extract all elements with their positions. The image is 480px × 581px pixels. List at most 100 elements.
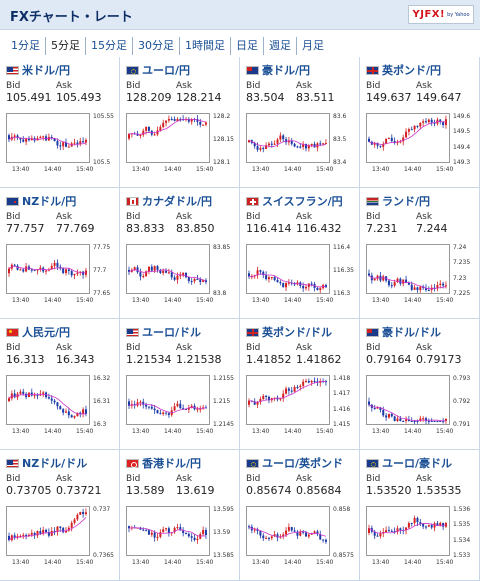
tab-timeframe[interactable]: 1時間足	[180, 37, 231, 55]
pair-link[interactable]: 英ポンド/円	[366, 62, 441, 78]
pair-link[interactable]: ユーロ/英ポンド	[246, 455, 343, 471]
candlestick-chart[interactable]: 77.75 77.7 77.65 13:40 14:40 15:40	[4, 242, 117, 310]
candlestick-chart[interactable]: 83.6 83.5 83.4 13:40 14:40 15:40	[244, 111, 357, 179]
rate-card[interactable]: ランド/円 Bid Ask 7.231 7.244 7.24 7.235 7.23 7…	[360, 188, 480, 319]
candlestick-chart[interactable]: 0.858 0.8575 13:40 14:40 15:40	[244, 504, 357, 572]
tab-timeframe[interactable]: 30分足	[133, 37, 180, 55]
x-tick-label: 13:40	[252, 428, 270, 435]
pair-link[interactable]: ユーロ/豪ドル	[366, 455, 452, 471]
y-tick-label: 116.4	[333, 244, 351, 251]
candle-body	[182, 272, 185, 276]
tab-timeframe[interactable]: 月足	[302, 39, 324, 52]
candle-body	[53, 400, 56, 403]
pair-link[interactable]: スイスフラン/円	[246, 193, 343, 209]
pair-link[interactable]: ユーロ/円	[126, 62, 190, 78]
candle-body	[368, 138, 370, 142]
candle-body	[376, 142, 379, 146]
candlestick-chart[interactable]: 105.55 105.5 13:40 14:40 15:40	[4, 111, 117, 179]
rate-card[interactable]: カナダドル/円 Bid Ask 83.833 83.850 83.85 83.8 1…	[120, 188, 240, 319]
pair-link[interactable]: 豪ドル/ドル	[366, 324, 441, 340]
rate-card[interactable]: スイスフラン/円 Bid Ask 116.414 116.432 116.4 11…	[240, 188, 360, 319]
rate-card[interactable]: 英ポンド/円 Bid Ask 149.637 149.647 149.6 149.…	[360, 57, 480, 188]
candle-body	[419, 122, 422, 127]
yjfx-logo[interactable]: YJFX! by Yahoo	[408, 5, 474, 24]
y-tick-label: 1.2145	[213, 421, 234, 428]
candle-body	[142, 276, 145, 278]
candle-body	[19, 137, 22, 140]
candle-body	[387, 413, 390, 418]
moving-average-line	[128, 527, 206, 537]
pair-link[interactable]: ランド/円	[366, 193, 430, 209]
tab-timeframe[interactable]: 5分足	[46, 37, 86, 55]
candle-body	[153, 266, 156, 271]
moving-average-line	[248, 381, 326, 403]
rate-card[interactable]: 豪ドル/ドル Bid Ask 0.79164 0.79173 0.793 0.79…	[360, 319, 480, 450]
tab-timeframe[interactable]: 日足	[231, 37, 264, 55]
candle-body	[156, 266, 159, 270]
candle-body	[147, 530, 150, 535]
candle-body	[199, 408, 202, 410]
candlestick-chart[interactable]: 1.2155 1.215 1.2145 13:40 14:40 15:40	[124, 373, 237, 441]
rate-card[interactable]: NZドル/ドル Bid Ask 0.73705 0.73721 0.737 0.7…	[0, 450, 120, 581]
candle-body	[25, 534, 28, 536]
candles-svg	[128, 264, 207, 286]
pair-link[interactable]: NZドル/ドル	[6, 455, 87, 471]
rate-card[interactable]: NZドル/円 Bid Ask 77.757 77.769 77.75 77.7 77…	[0, 188, 120, 319]
x-tick-label: 13:40	[12, 297, 30, 304]
candlestick-chart[interactable]: 0.737 0.7365 13:40 14:40 15:40	[4, 504, 117, 572]
rate-card[interactable]: ユーロ/英ポンド Bid Ask 0.85674 0.85684 0.858 0.…	[240, 450, 360, 581]
tab-timeframe[interactable]: 1分足	[6, 37, 46, 55]
pair-link[interactable]: 米ドル/円	[6, 62, 70, 78]
y-tick-label: 77.75	[93, 244, 111, 251]
pair-link[interactable]: 英ポンド/ドル	[246, 324, 332, 340]
rate-card[interactable]: 人民元/円 Bid Ask 16.313 16.343 16.32 16.31 16…	[0, 319, 120, 450]
candle-body	[413, 287, 416, 290]
candlestick-chart[interactable]: 83.85 83.8 13:40 14:40 15:40	[124, 242, 237, 310]
pair-link[interactable]: カナダドル/円	[126, 193, 212, 209]
candle-body	[433, 122, 436, 124]
pair-link[interactable]: 豪ドル/円	[246, 62, 310, 78]
x-tick-label: 14:40	[404, 559, 422, 566]
candle-body	[56, 141, 59, 146]
tab-timeframe[interactable]: 週足	[264, 37, 297, 55]
tab-timeframe[interactable]: 15分足	[86, 37, 133, 55]
candlestick-chart[interactable]: 1.418 1.417 1.416 1.415 13:40 14:40 15:40	[244, 373, 357, 441]
pair-link[interactable]: ユーロ/ドル	[126, 324, 201, 340]
rate-card[interactable]: 米ドル/円 Bid Ask 105.491 105.493 105.55 105.…	[0, 57, 120, 188]
candle-body	[425, 526, 427, 528]
y-tick-label: 128.2	[213, 113, 231, 120]
candle-body	[73, 416, 76, 418]
candle-body	[47, 532, 50, 536]
candle-body	[153, 532, 156, 538]
rate-grid: 米ドル/円 Bid Ask 105.491 105.493 105.55 105.…	[0, 57, 480, 581]
candlestick-chart[interactable]: 1.536 1.535 1.534 1.533 13:40 14:40 15:40	[364, 504, 477, 572]
candlestick-chart[interactable]: 7.24 7.235 7.23 7.225 13:40 14:40 15:40	[364, 242, 477, 310]
candle-body	[167, 119, 170, 121]
pair-link[interactable]: NZドル/円	[6, 193, 76, 209]
flag-icon	[6, 327, 19, 337]
candle-body	[70, 270, 73, 276]
bid-value: 77.757	[6, 222, 45, 235]
rate-card[interactable]: ユーロ/豪ドル Bid Ask 1.53520 1.53535 1.536 1.5…	[360, 450, 480, 581]
rate-card[interactable]: 豪ドル/円 Bid Ask 83.504 83.511 83.6 83.5 83.4…	[240, 57, 360, 188]
candlestick-chart[interactable]: 13.595 13.59 13.585 13:40 14:40 15:40	[124, 504, 237, 572]
rate-card[interactable]: 香港ドル/円 Bid Ask 13.589 13.619 13.595 13.59…	[120, 450, 240, 581]
candle-body	[162, 122, 165, 128]
candle-body	[256, 529, 259, 532]
rate-card[interactable]: 英ポンド/ドル Bid Ask 1.41852 1.41862 1.418 1.4…	[240, 319, 360, 450]
x-tick-label: 13:40	[132, 428, 150, 435]
rate-card[interactable]: ユーロ/ドル Bid Ask 1.21534 1.21538 1.2155 1.2…	[120, 319, 240, 450]
candle-body	[390, 530, 393, 532]
candlestick-chart[interactable]: 0.793 0.792 0.791 13:40 14:40 15:40	[364, 373, 477, 441]
candle-body	[276, 534, 279, 538]
candle-body	[402, 279, 405, 284]
pair-link[interactable]: 香港ドル/円	[126, 455, 201, 471]
pair-link[interactable]: 人民元/円	[6, 324, 70, 340]
pair-name: 米ドル/円	[22, 64, 71, 77]
candlestick-chart[interactable]: 128.2 128.15 128.1 13:40 14:40 15:40	[124, 111, 237, 179]
candlestick-chart[interactable]: 116.4 116.35 116.3 13:40 14:40 15:40	[244, 242, 357, 310]
candlestick-chart[interactable]: 16.32 16.31 16.3 13:40 14:40 15:40	[4, 373, 117, 441]
rate-card[interactable]: ユーロ/円 Bid Ask 128.209 128.214 128.2 128.1…	[120, 57, 240, 188]
candlestick-chart[interactable]: 149.6 149.5 149.4 149.3 13:40 14:40 15:40	[364, 111, 477, 179]
ask-label: Ask	[56, 474, 73, 484]
